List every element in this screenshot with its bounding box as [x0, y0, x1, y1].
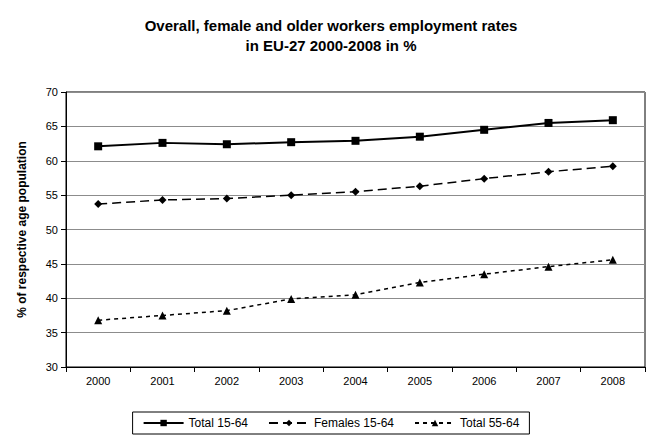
svg-text:55: 55 [46, 189, 58, 201]
svg-text:2005: 2005 [408, 375, 432, 387]
svg-text:45: 45 [46, 258, 58, 270]
svg-text:2002: 2002 [215, 375, 239, 387]
svg-text:30: 30 [46, 361, 58, 373]
svg-text:40: 40 [46, 292, 58, 304]
svg-text:2004: 2004 [343, 375, 367, 387]
svg-text:50: 50 [46, 224, 58, 236]
svg-text:Overall, female and older work: Overall, female and older workers employ… [145, 17, 518, 34]
svg-text:2008: 2008 [601, 375, 625, 387]
svg-text:2000: 2000 [86, 375, 110, 387]
svg-text:60: 60 [46, 155, 58, 167]
svg-text:2007: 2007 [536, 375, 560, 387]
svg-text:% of respective age population: % of respective age population [15, 141, 29, 318]
svg-text:70: 70 [46, 86, 58, 98]
svg-text:35: 35 [46, 327, 58, 339]
svg-text:2006: 2006 [472, 375, 496, 387]
svg-text:Total 15-64: Total 15-64 [189, 416, 249, 430]
svg-text:Females 15-64: Females 15-64 [314, 416, 394, 430]
svg-text:2003: 2003 [279, 375, 303, 387]
svg-text:Total 55-64: Total 55-64 [460, 416, 520, 430]
svg-text:2001: 2001 [150, 375, 174, 387]
svg-text:in EU-27 2000-2008 in %: in EU-27 2000-2008 in % [246, 37, 417, 54]
svg-text:65: 65 [46, 120, 58, 132]
